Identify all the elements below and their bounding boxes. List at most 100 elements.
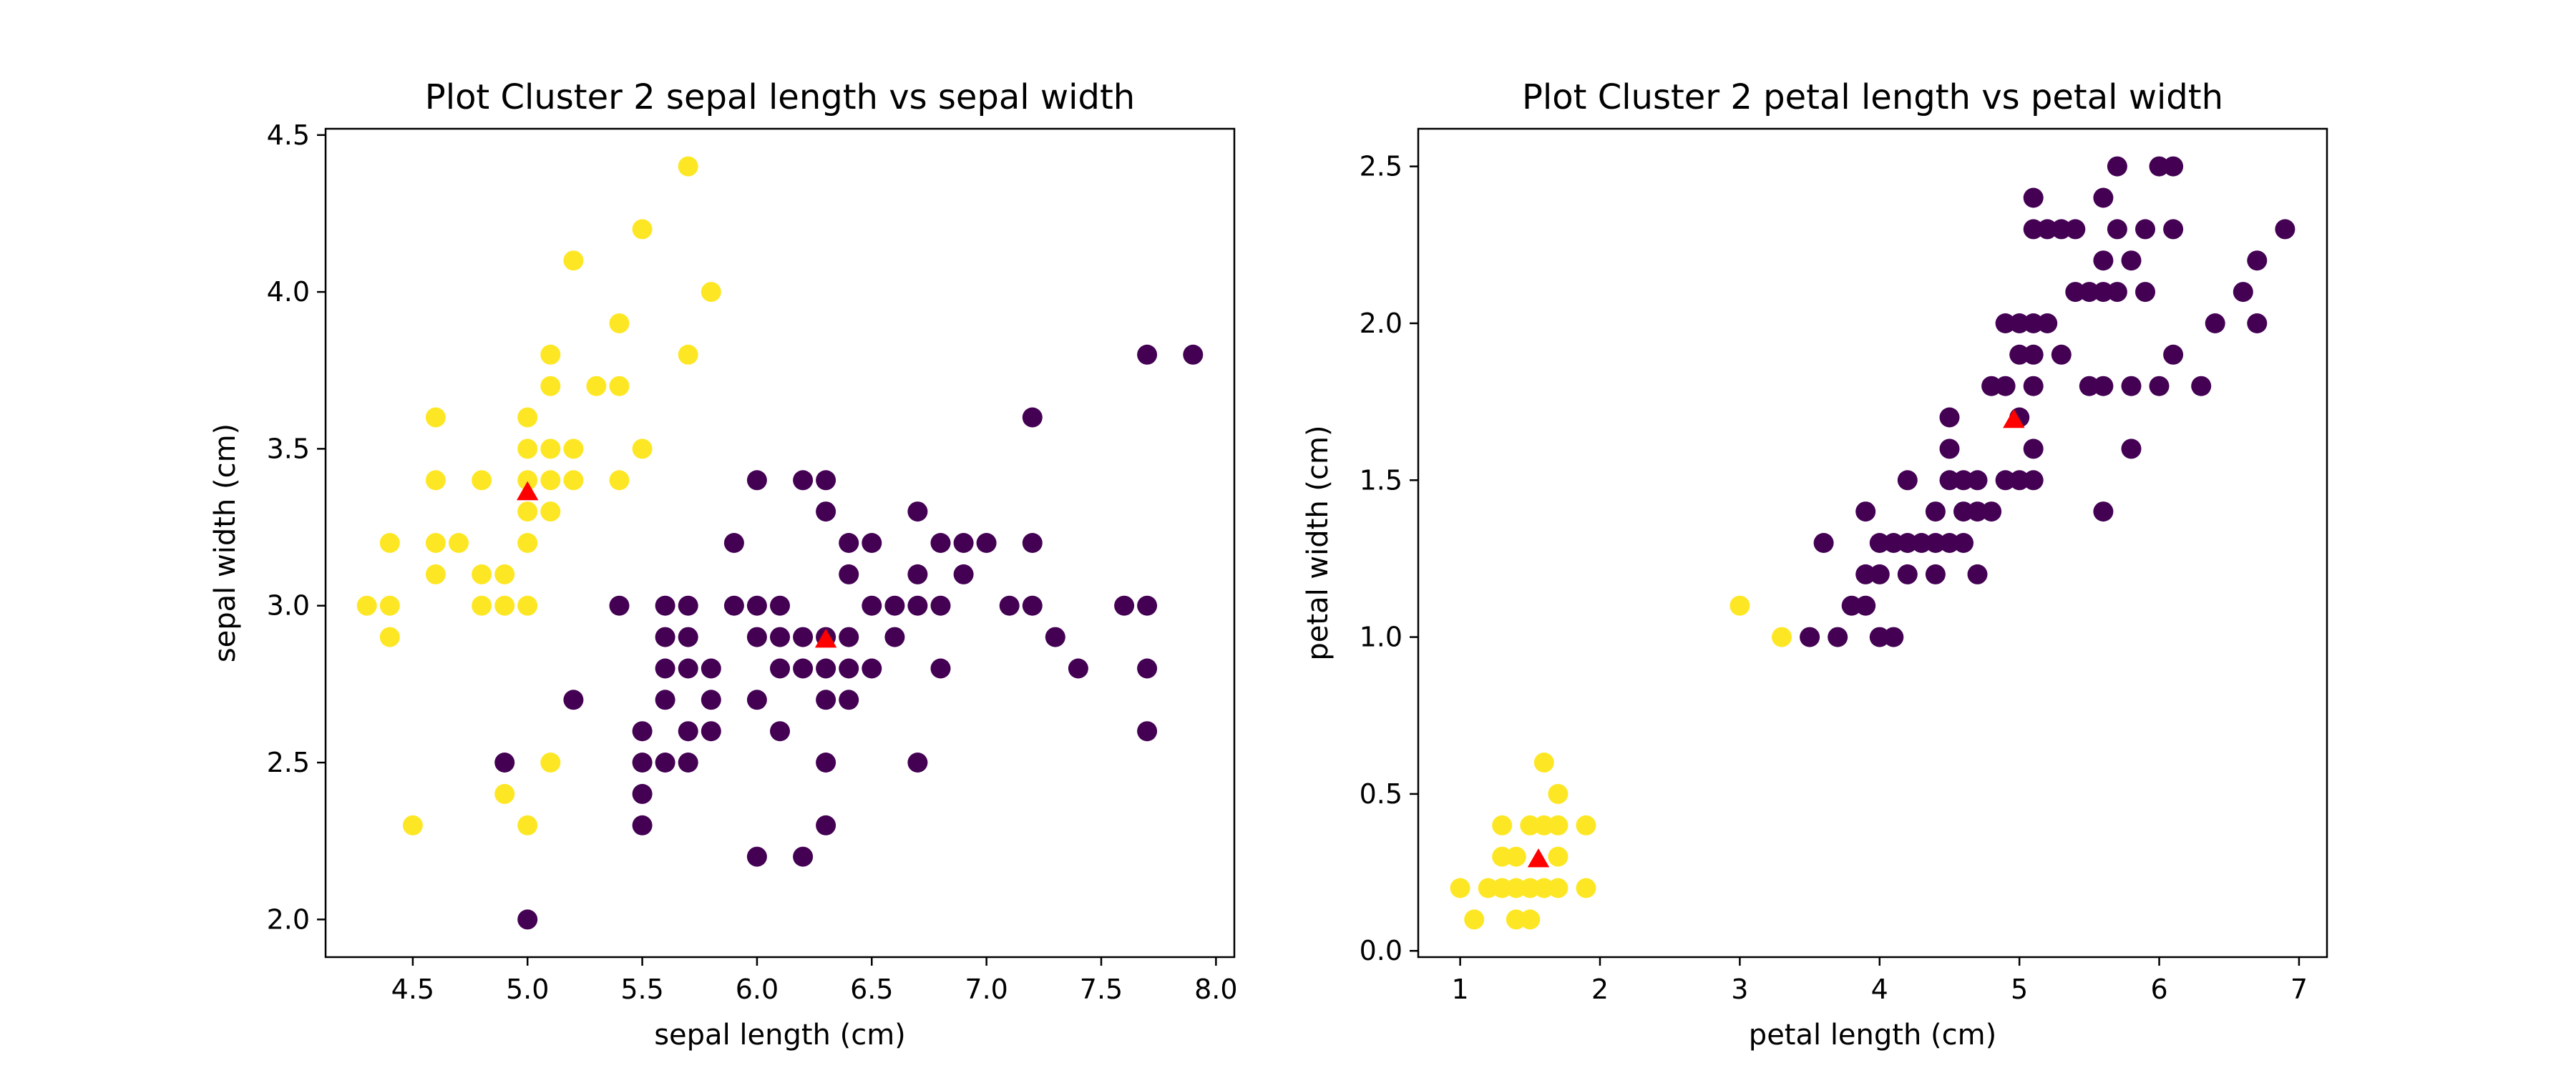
sepal-point-s0-38 [678, 344, 698, 365]
petal-point-s1-9 [1869, 533, 1890, 553]
sepal-y-tick-label-4: 4.0 [267, 276, 310, 308]
petal-point-s1-44 [2023, 187, 2044, 208]
sepal-point-s1-61 [953, 533, 974, 553]
sepal-y-tick-label-1: 2.5 [267, 747, 310, 778]
petal-point-s1-10 [1883, 627, 1904, 647]
sepal-point-s0-3 [379, 533, 400, 553]
sepal-point-s0-31 [563, 250, 584, 271]
sepal-axes-frame [324, 127, 1236, 959]
sepal-point-s1-12 [655, 595, 675, 616]
sepal-point-s0-25 [540, 470, 561, 491]
sepal-point-s1-67 [1045, 627, 1065, 647]
petal-point-s1-75 [2247, 250, 2268, 271]
sepal-x-tick-label-4: 6.5 [850, 974, 893, 1005]
sepal-point-s0-33 [609, 470, 630, 491]
petal-y-tick-label-1: 0.5 [1360, 778, 1402, 810]
sepal-point-s0-8 [425, 407, 446, 428]
petal-point-s1-12 [1897, 564, 1918, 584]
sepal-point-s1-54 [907, 595, 928, 616]
sepal-x-axis-label: sepal length (cm) [654, 1019, 906, 1052]
petal-y-tick-label-4: 2.0 [1360, 308, 1402, 339]
sepal-x-axis-ticks: 4.5 5.0 5.5 6.0 6.5 7.0 7.5 8.0 [391, 957, 1238, 1005]
sepal-point-s0-11 [472, 564, 492, 584]
petal-point-s1-46 [2037, 219, 2058, 240]
sepal-point-s1-56 [907, 501, 928, 522]
sepal-point-s1-30 [770, 627, 790, 647]
petal-point-s1-58 [2107, 282, 2127, 303]
sepal-point-s1-66 [1022, 407, 1043, 428]
petal-x-tick-label-0: 1 [1452, 974, 1469, 1005]
sepal-y-tick-label-3: 3.5 [267, 433, 310, 464]
sepal-point-s1-10 [655, 658, 675, 679]
sepal-point-s1-15 [678, 658, 698, 679]
petal-point-s0-11 [1520, 815, 1541, 836]
sepal-point-s1-6 [632, 753, 653, 773]
petal-y-tick-label-2: 1.0 [1360, 622, 1402, 653]
sepal-point-s0-26 [540, 438, 561, 459]
petal-point-s1-66 [2149, 376, 2170, 396]
petal-point-s1-30 [1981, 376, 2002, 396]
sepal-point-s1-52 [884, 595, 905, 616]
sepal-point-s0-2 [379, 595, 400, 616]
sepal-point-s1-33 [793, 658, 814, 679]
sepal-point-s0-20 [517, 470, 538, 491]
sepal-point-s0-21 [517, 438, 538, 459]
sepal-point-s0-9 [449, 533, 469, 553]
petal-point-s0-12 [1533, 878, 1554, 898]
sepal-point-s0-32 [586, 376, 607, 396]
sepal-point-s1-23 [746, 846, 767, 867]
sepal-point-s1-38 [816, 690, 836, 710]
petal-y-axis-ticks: 0.0 0.5 1.0 1.5 2.0 2.5 [1360, 151, 1418, 966]
sepal-point-s1-47 [839, 533, 859, 553]
petal-x-tick-label-1: 2 [1591, 974, 1609, 1005]
petal-centroid-0 [1527, 848, 1550, 868]
petal-point-s1-49 [2065, 282, 2086, 303]
sepal-point-s1-25 [746, 627, 767, 647]
petal-y-tick-label-5: 2.5 [1360, 151, 1402, 182]
petal-point-s1-22 [1939, 407, 1960, 428]
petal-point-s1-48 [2051, 219, 2072, 240]
petal-point-s1-40 [2023, 376, 2044, 396]
sepal-point-s0-14 [494, 595, 515, 616]
sepal-point-s1-59 [930, 533, 951, 553]
sepal-centroid-1 [814, 629, 837, 648]
petal-point-s0-6 [1506, 909, 1526, 930]
sepal-plot-area [356, 156, 1204, 930]
sepal-point-s1-60 [953, 564, 974, 584]
sepal-point-s1-69 [1114, 595, 1135, 616]
sepal-y-axis-ticks: 2.0 2.5 3.0 3.5 4.0 4.5 [267, 119, 326, 935]
petal-point-s1-21 [1939, 438, 1960, 459]
sepal-point-s1-42 [816, 470, 836, 491]
sepal-point-s1-48 [862, 658, 882, 679]
petal-point-s1-71 [2191, 376, 2212, 396]
petal-point-s1-70 [2163, 156, 2184, 177]
petal-point-s0-0 [1450, 878, 1470, 898]
sepal-point-s0-34 [609, 376, 630, 396]
sepal-point-s1-68 [1068, 658, 1088, 679]
petal-point-s1-29 [1981, 501, 2002, 522]
petal-point-s1-42 [2023, 313, 2044, 333]
sepal-point-s1-18 [701, 721, 721, 742]
sepal-point-s1-8 [655, 753, 675, 773]
petal-point-s1-69 [2163, 219, 2184, 240]
sepal-y-tick-label-2: 3.0 [267, 590, 310, 622]
sepal-point-s1-49 [862, 595, 882, 616]
petal-scatter-panel: Plot Cluster 2 petal length vs petal wid… [1302, 77, 2328, 1052]
petal-point-s1-18 [1925, 501, 1946, 522]
sepal-point-s1-31 [770, 595, 790, 616]
petal-point-s1-6 [1855, 501, 1876, 522]
petal-point-s1-32 [1995, 376, 2016, 396]
sepal-point-s1-21 [723, 595, 744, 616]
sepal-point-s1-50 [862, 533, 882, 553]
petal-point-s1-33 [1995, 313, 2016, 333]
sepal-point-s1-41 [816, 501, 836, 522]
petal-point-s0-17 [1548, 815, 1568, 836]
petal-y-axis-label: petal width (cm) [1302, 425, 1335, 660]
sepal-point-s0-23 [540, 753, 561, 773]
petal-point-s1-37 [2009, 313, 2030, 333]
petal-point-s0-3 [1492, 878, 1513, 898]
petal-point-s1-57 [2093, 187, 2114, 208]
petal-plot-area [1450, 156, 2296, 930]
sepal-point-s1-39 [816, 658, 836, 679]
petal-point-s0-4 [1492, 846, 1513, 867]
